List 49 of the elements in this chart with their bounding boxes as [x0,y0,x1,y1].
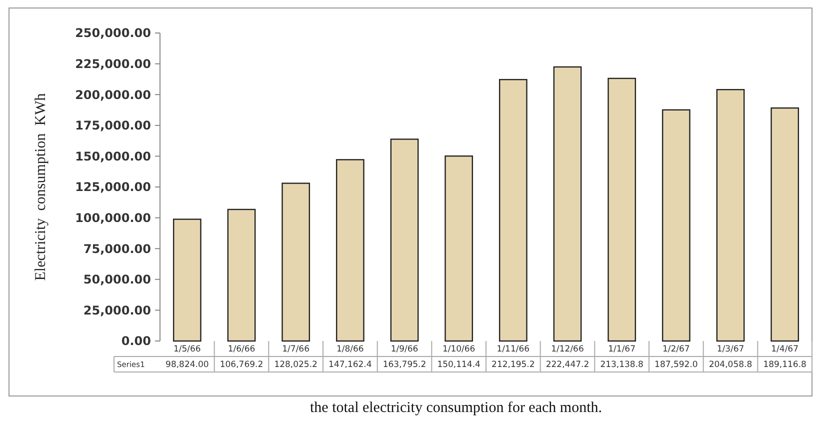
y-tick-label: 100,000.00 [75,211,151,225]
data-label: 189,116.8 [763,360,806,370]
bar [662,109,690,342]
bar [336,159,364,342]
bar [498,78,528,342]
x-tick-label: 1/12/66 [551,344,584,355]
data-label: 106,769.2 [220,360,264,370]
y-tick-label: 125,000.00 [75,180,151,194]
x-tick-label: 1/10/66 [442,344,476,355]
y-tick-label: 225,000.00 [75,57,151,71]
data-label: 213,138.8 [600,360,644,370]
data-label: 204,058.8 [708,360,752,370]
data-label: 98,824.00 [166,360,209,370]
bar [172,218,202,342]
x-tick-label: 1/8/66 [336,344,364,355]
y-tick-label: 200,000.00 [75,88,151,102]
bar [770,107,800,342]
y-tick-label: 150,000.00 [75,149,151,164]
x-tick-label: 1/9/66 [390,344,418,355]
x-tick-label: 1/4/67 [771,344,799,355]
text: the total electricity consumption for each month. [310,400,602,416]
x-tick-label: 1/2/67 [662,344,690,355]
x-tick-label: 1/6/66 [228,344,256,355]
x-tick-label: 1/7/66 [282,344,310,355]
data-label: 222,447.2 [546,360,590,370]
y-tick-label: 0.00 [121,334,151,348]
y-tick-label: 175,000.00 [75,118,151,133]
bar [553,66,582,342]
y-tick-label: 75,000.00 [83,242,151,256]
x-tick-label: 1/1/67 [608,344,636,355]
data-label: 147,162.4 [328,360,372,370]
bar [227,208,256,342]
y-tick-label: 25,000.00 [83,303,151,318]
bar [608,78,636,342]
data-label: 212,195.2 [492,360,535,370]
data-label: 150,114.4 [437,360,480,370]
x-tick-label: 1/5/66 [173,344,201,355]
bar [716,89,745,342]
x-tick-label: 1/11/66 [496,344,530,355]
y-tick-label: 50,000.00 [83,272,151,287]
y-axis-title: Electricity consumption KWh [33,92,49,281]
bar [282,182,310,342]
bar [390,138,419,342]
data-label: 128,025.2 [274,360,318,370]
x-tick-label: 1/3/67 [716,344,744,355]
data-label: 187,592.0 [654,360,698,370]
data-label: 163,795.2 [382,360,426,370]
bar [444,155,474,342]
y-tick-label: 250,000.00 [75,26,151,40]
